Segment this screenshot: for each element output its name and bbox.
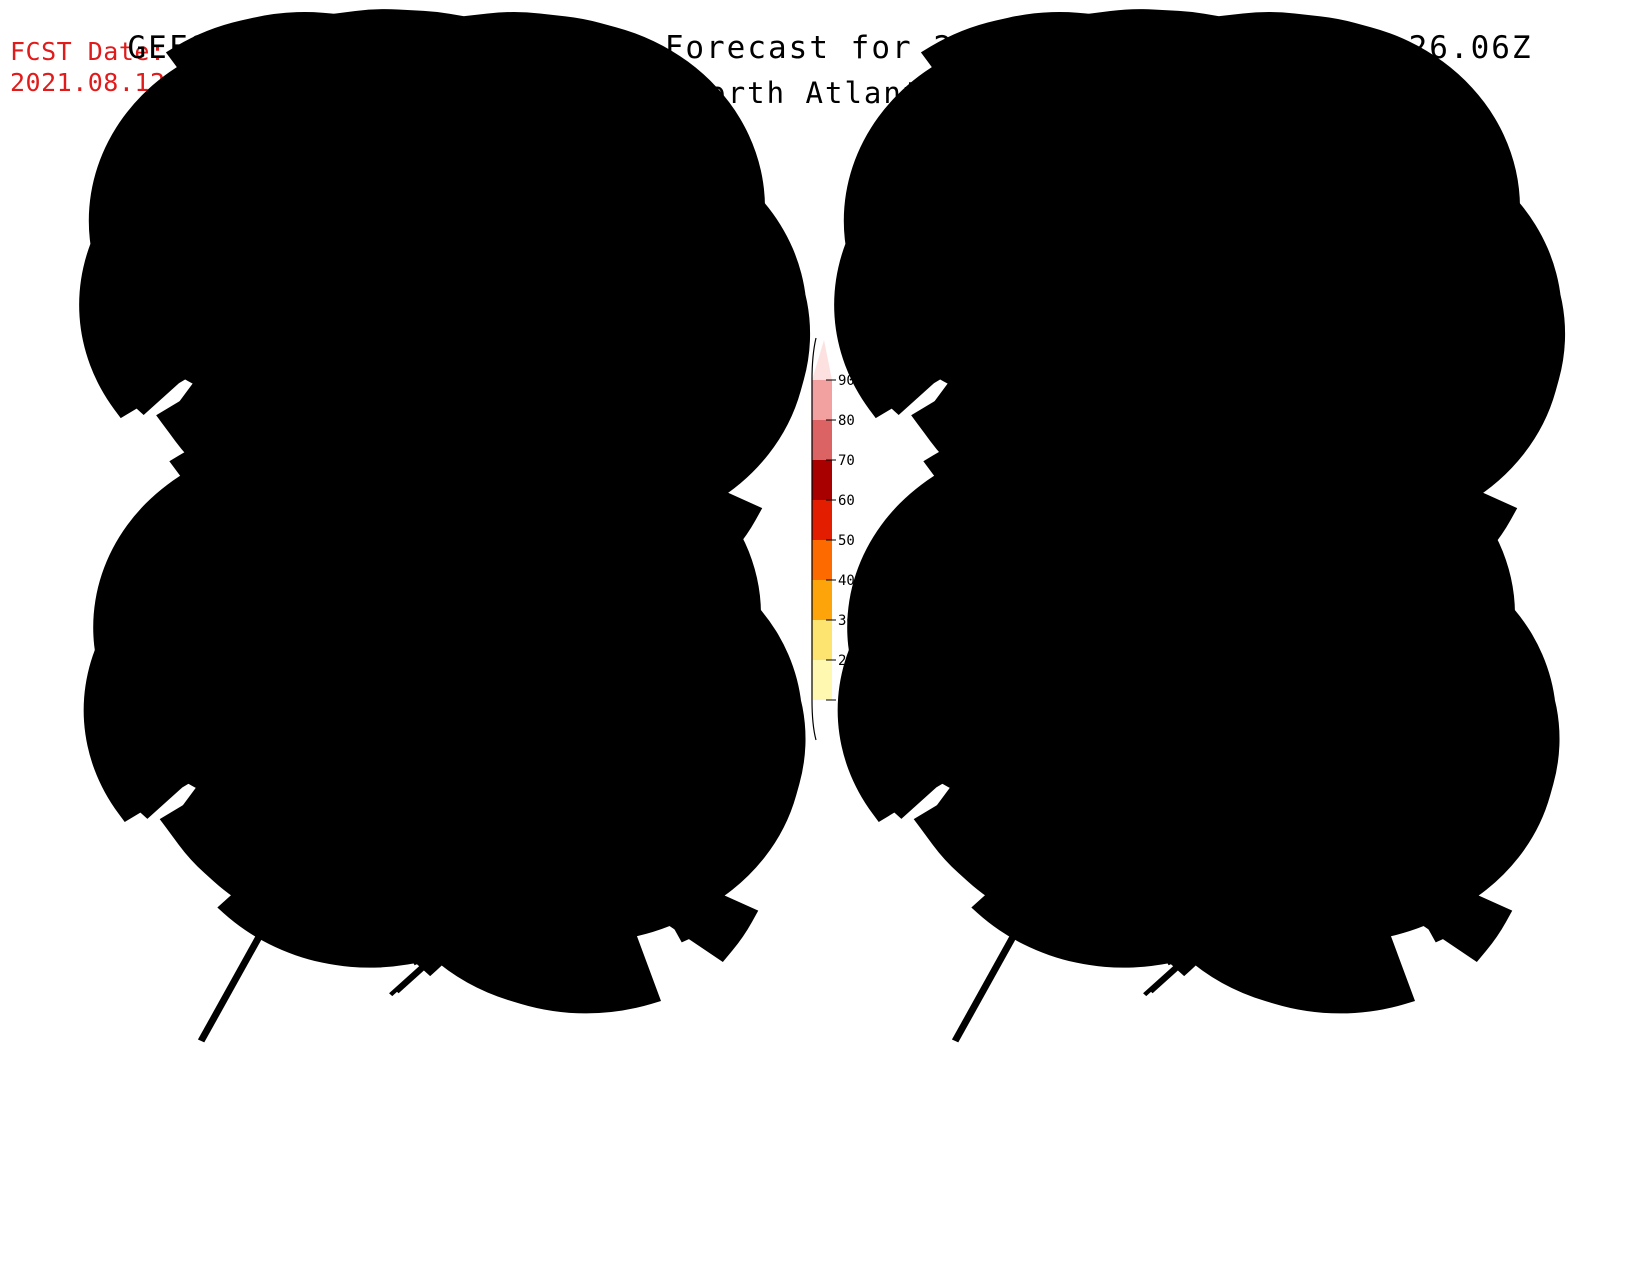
panel-title: Storm Intensity (< 960 hPa) [1018, 558, 1376, 583]
lat-label: 60N [242, 298, 273, 318]
colorbar: 90 80 70 60 50 40 30 20 10 [811, 337, 855, 741]
coastline [284, 604, 602, 879]
lat-label: 40N [998, 799, 1029, 819]
colorbar-swatch [812, 420, 832, 460]
lon-label: 60W [348, 888, 379, 908]
lat-label: 60N [998, 703, 1029, 723]
lat-label: 70N [998, 656, 1029, 676]
lat-label: 60N [244, 703, 275, 723]
colorbar-swatch [812, 500, 832, 540]
coastline-outline [1038, 604, 1356, 879]
lat-label: 50N [244, 751, 275, 771]
map-panel-p990: Storm Intensity (< 990 hPa) 80N 70N 60N 50N 4… [242, 151, 622, 505]
lon-label: 80W [1023, 888, 1054, 908]
colorbar-swatch [812, 620, 832, 660]
coastline [1038, 604, 1356, 879]
lat-label: 40N [244, 799, 275, 819]
forecast-date-block: FCST Date: 2021.08.12 [10, 36, 166, 98]
colorbar-label: 50 [838, 533, 855, 549]
map-panel-p980: Storm Intensity (< 980 hPa) 80N 70N 60N 50N 4… [244, 558, 622, 908]
colorbar-swatch [812, 460, 832, 500]
lat-label: 30N [998, 846, 1029, 866]
lon-label: 80W [269, 888, 300, 908]
lat-label: 80N [997, 201, 1028, 221]
lat-label: 80N [242, 201, 273, 221]
lon-label: 60W [1102, 888, 1133, 908]
lon-label: 0 [597, 888, 607, 908]
forecast-date-value: 2021.08.12 [10, 68, 166, 97]
colorbar-swatch [812, 580, 832, 620]
colorbar-bottom-edge [811, 699, 817, 741]
lon-label: 40W [1182, 888, 1213, 908]
lat-label: 50N [998, 751, 1029, 771]
lat-label: 80N [244, 608, 275, 628]
panel-title: Storm Intensity (< 970 hPa) [1019, 151, 1377, 176]
colorbar-label: 20 [838, 653, 855, 669]
lat-label: 80N [998, 608, 1029, 628]
lat-label: 40N [242, 395, 273, 415]
lat-label: 50N [997, 346, 1028, 366]
colorbar-swatch [812, 660, 832, 700]
colorbar-label: 60 [838, 493, 855, 509]
lat-label: 70N [244, 656, 275, 676]
panel-title: Storm Intensity (< 990 hPa) [264, 151, 622, 176]
lat-label: 50N [242, 346, 273, 366]
panel-title: Storm Intensity (< 980 hPa) [264, 558, 622, 583]
lat-label: 40N [997, 395, 1028, 415]
colorbar-top-edge [811, 337, 817, 381]
colorbar-top-cap [812, 340, 832, 380]
forecast-date-label: FCST Date: [10, 37, 166, 66]
lon-label: 20W [1261, 888, 1292, 908]
lon-label: 40W [428, 888, 459, 908]
colorbar-label: 10 [838, 693, 855, 709]
map-panel-p960: Storm Intensity (< 960 hPa) 80N 70N 60N 50N 4… [998, 558, 1376, 908]
colorbar-label: 40 [838, 573, 855, 589]
colorbar-label: 80 [838, 413, 855, 429]
lat-label: 70N [997, 250, 1028, 270]
lat-label: 70N [242, 250, 273, 270]
lon-label: 20W [507, 888, 538, 908]
colorbar-label: 70 [838, 453, 855, 469]
lon-label: 0 [1351, 888, 1361, 908]
coastline-outline [284, 604, 602, 879]
colorbar-label: 90 [838, 373, 855, 389]
lat-label: 30N [244, 846, 275, 866]
lat-label: 60N [997, 298, 1028, 318]
colorbar-label: 30 [838, 613, 855, 629]
colorbar-swatch [812, 380, 832, 420]
colorbar-swatch [812, 540, 832, 580]
